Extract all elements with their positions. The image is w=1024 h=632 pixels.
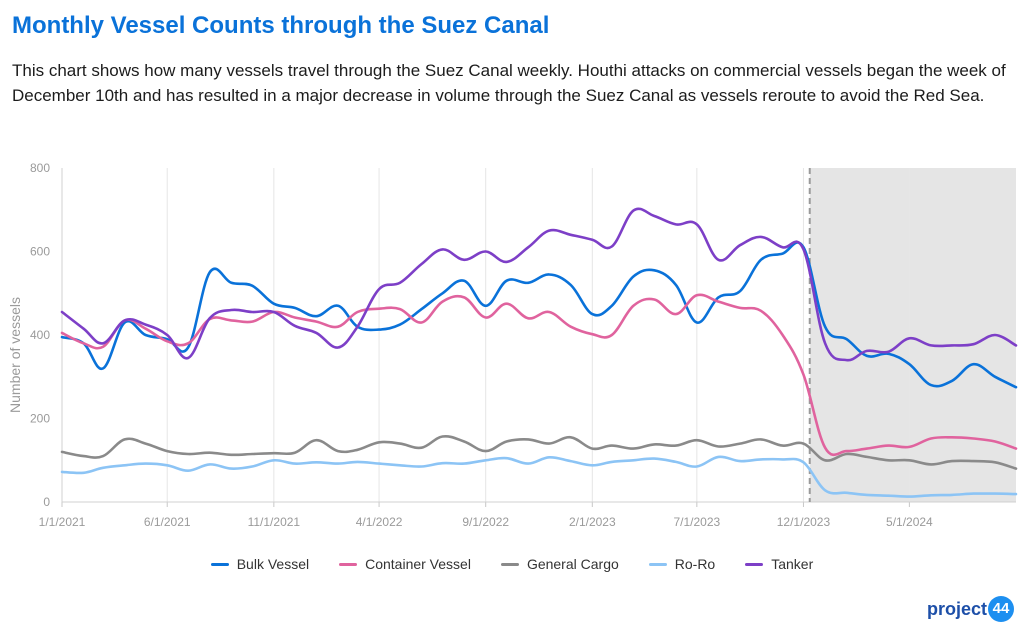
series-line-tanker xyxy=(60,207,1018,362)
legend-item-general-cargo[interactable]: General Cargo xyxy=(500,556,619,572)
legend-label: Bulk Vessel xyxy=(236,556,310,572)
x-tick-label: 5/1/2024 xyxy=(886,515,933,529)
x-tick-label: 11/1/2021 xyxy=(248,515,301,529)
series-lines xyxy=(60,207,1018,498)
y-axis-label: Number of vessels xyxy=(7,297,23,413)
x-tick-label: 7/1/2023 xyxy=(673,515,720,529)
series-line-container-vessel xyxy=(60,293,1018,457)
x-tick-label: 6/1/2021 xyxy=(144,515,191,529)
series-line-bulk-vessel xyxy=(60,241,1018,389)
x-tick-label: 1/1/2021 xyxy=(39,515,86,529)
x-tick-label: 12/1/2023 xyxy=(777,515,831,529)
x-tick-label: 4/1/2022 xyxy=(356,515,403,529)
legend-item-tanker[interactable]: Tanker xyxy=(745,556,813,572)
tick-labels: 1/1/2021 6/1/2021 11/1/2021 4/1/2022 9/1/202… xyxy=(30,161,933,529)
legend-swatch xyxy=(745,562,764,566)
legend-label: Tanker xyxy=(771,556,814,572)
y-tick-label: 400 xyxy=(30,328,50,342)
chart-legend: Bulk Vessel Container Vessel General Cargo… xyxy=(0,556,1024,572)
vessel-line-chart: 1/1/2021 6/1/2021 11/1/2021 4/1/2022 9/1/202… xyxy=(7,161,1018,529)
legend-swatch xyxy=(648,562,667,566)
x-tick-label: 2/1/2023 xyxy=(569,515,616,529)
legend-swatch xyxy=(210,562,229,566)
legend-swatch xyxy=(500,562,519,566)
legend-item-ro-ro[interactable]: Ro-Ro xyxy=(648,556,716,572)
logo-badge: 44 xyxy=(988,596,1014,622)
legend-label: Container Vessel xyxy=(365,556,471,572)
y-tick-label: 600 xyxy=(30,245,50,259)
series-line-general-cargo xyxy=(60,434,1018,470)
y-tick-label: 200 xyxy=(30,412,50,426)
logo-text: project xyxy=(926,598,987,619)
legend-item-container-vessel[interactable]: Container Vessel xyxy=(339,556,471,572)
y-tick-label: 800 xyxy=(30,161,50,175)
series-line-ro-ro xyxy=(60,455,1018,498)
x-tick-label: 9/1/2022 xyxy=(462,515,509,529)
legend-label: Ro-Ro xyxy=(674,556,716,572)
legend-label: General Cargo xyxy=(526,556,619,572)
axes xyxy=(61,168,1016,507)
page-title: Monthly Vessel Counts through the Suez C… xyxy=(12,12,550,39)
legend-item-bulk-vessel[interactable]: Bulk Vessel xyxy=(210,556,310,572)
chart-description: This chart shows how many vessels travel… xyxy=(12,61,1006,105)
project44-logo: project 44 xyxy=(927,596,1014,622)
y-tick-label: 0 xyxy=(43,495,50,509)
legend-swatch xyxy=(339,562,358,566)
